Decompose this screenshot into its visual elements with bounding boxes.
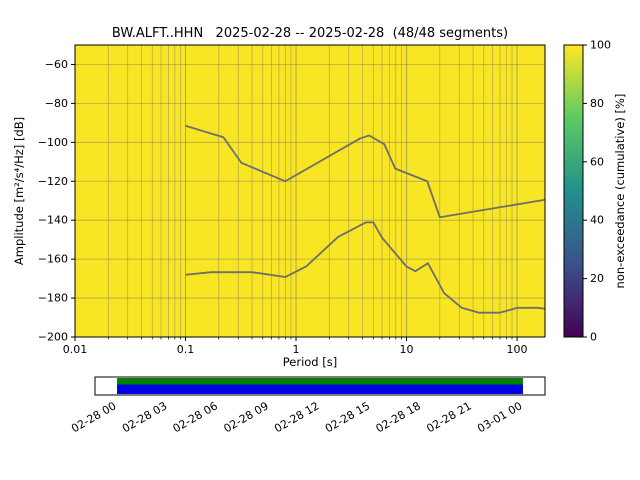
y-axis-label: Amplitude [m²/s⁴/Hz] [dB] xyxy=(12,116,26,266)
x-tick-label: 0.1 xyxy=(177,343,195,356)
timeline-tick-label: 02-28 18 xyxy=(374,399,423,435)
y-tick-label: −200 xyxy=(38,331,68,344)
colorbar-tick-label: 80 xyxy=(590,97,604,110)
timeline-tick-label: 02-28 00 xyxy=(69,399,118,435)
plot-background xyxy=(75,45,545,337)
x-tick-label: 10 xyxy=(400,343,414,356)
timeline-tick-label: 03-01 00 xyxy=(475,399,524,435)
y-tick-label: −120 xyxy=(38,175,68,188)
colorbar-tick-label: 20 xyxy=(590,272,604,285)
y-tick-label: −60 xyxy=(45,58,68,71)
colorbar xyxy=(564,45,583,337)
low-noise-model-line xyxy=(185,221,546,314)
colorbar-label: non-exceedance (cumulative) [%] xyxy=(613,93,627,289)
timeline-tick-label: 02-28 03 xyxy=(120,399,169,435)
timeline-tick-label: 02-28 12 xyxy=(272,399,321,435)
x-tick-label: 100 xyxy=(507,343,528,356)
plot-border xyxy=(74,44,546,338)
timeline-tick-label: 02-28 06 xyxy=(171,399,220,435)
timeline-coverage-bar xyxy=(117,378,523,385)
timeline-tick-label: 02-28 15 xyxy=(323,399,372,435)
y-tick-label: −100 xyxy=(38,136,68,149)
x-tick-label: 0.01 xyxy=(63,343,88,356)
y-tick-label: −160 xyxy=(38,253,68,266)
colorbar-tick-label: 60 xyxy=(590,155,604,168)
chart-title: BW.ALFT..HHN 2025-02-28 -- 2025-02-28 (4… xyxy=(111,26,509,41)
colorbar-tick-label: 100 xyxy=(590,39,611,52)
x-tick-label: 1 xyxy=(293,343,300,356)
timeline-tick-label: 02-28 09 xyxy=(221,399,270,435)
timeline-tick-label: 02-28 21 xyxy=(424,399,473,435)
timeline-span-bar xyxy=(117,384,523,394)
y-tick-label: −80 xyxy=(45,97,68,110)
x-axis-label: Period [s] xyxy=(282,355,338,369)
high-noise-model-line xyxy=(185,124,546,219)
colorbar-border xyxy=(563,44,584,338)
colorbar-tick-label: 0 xyxy=(590,331,597,344)
y-tick-label: −180 xyxy=(38,292,68,305)
colorbar-tick-label: 40 xyxy=(590,214,604,227)
y-tick-label: −140 xyxy=(38,214,68,227)
